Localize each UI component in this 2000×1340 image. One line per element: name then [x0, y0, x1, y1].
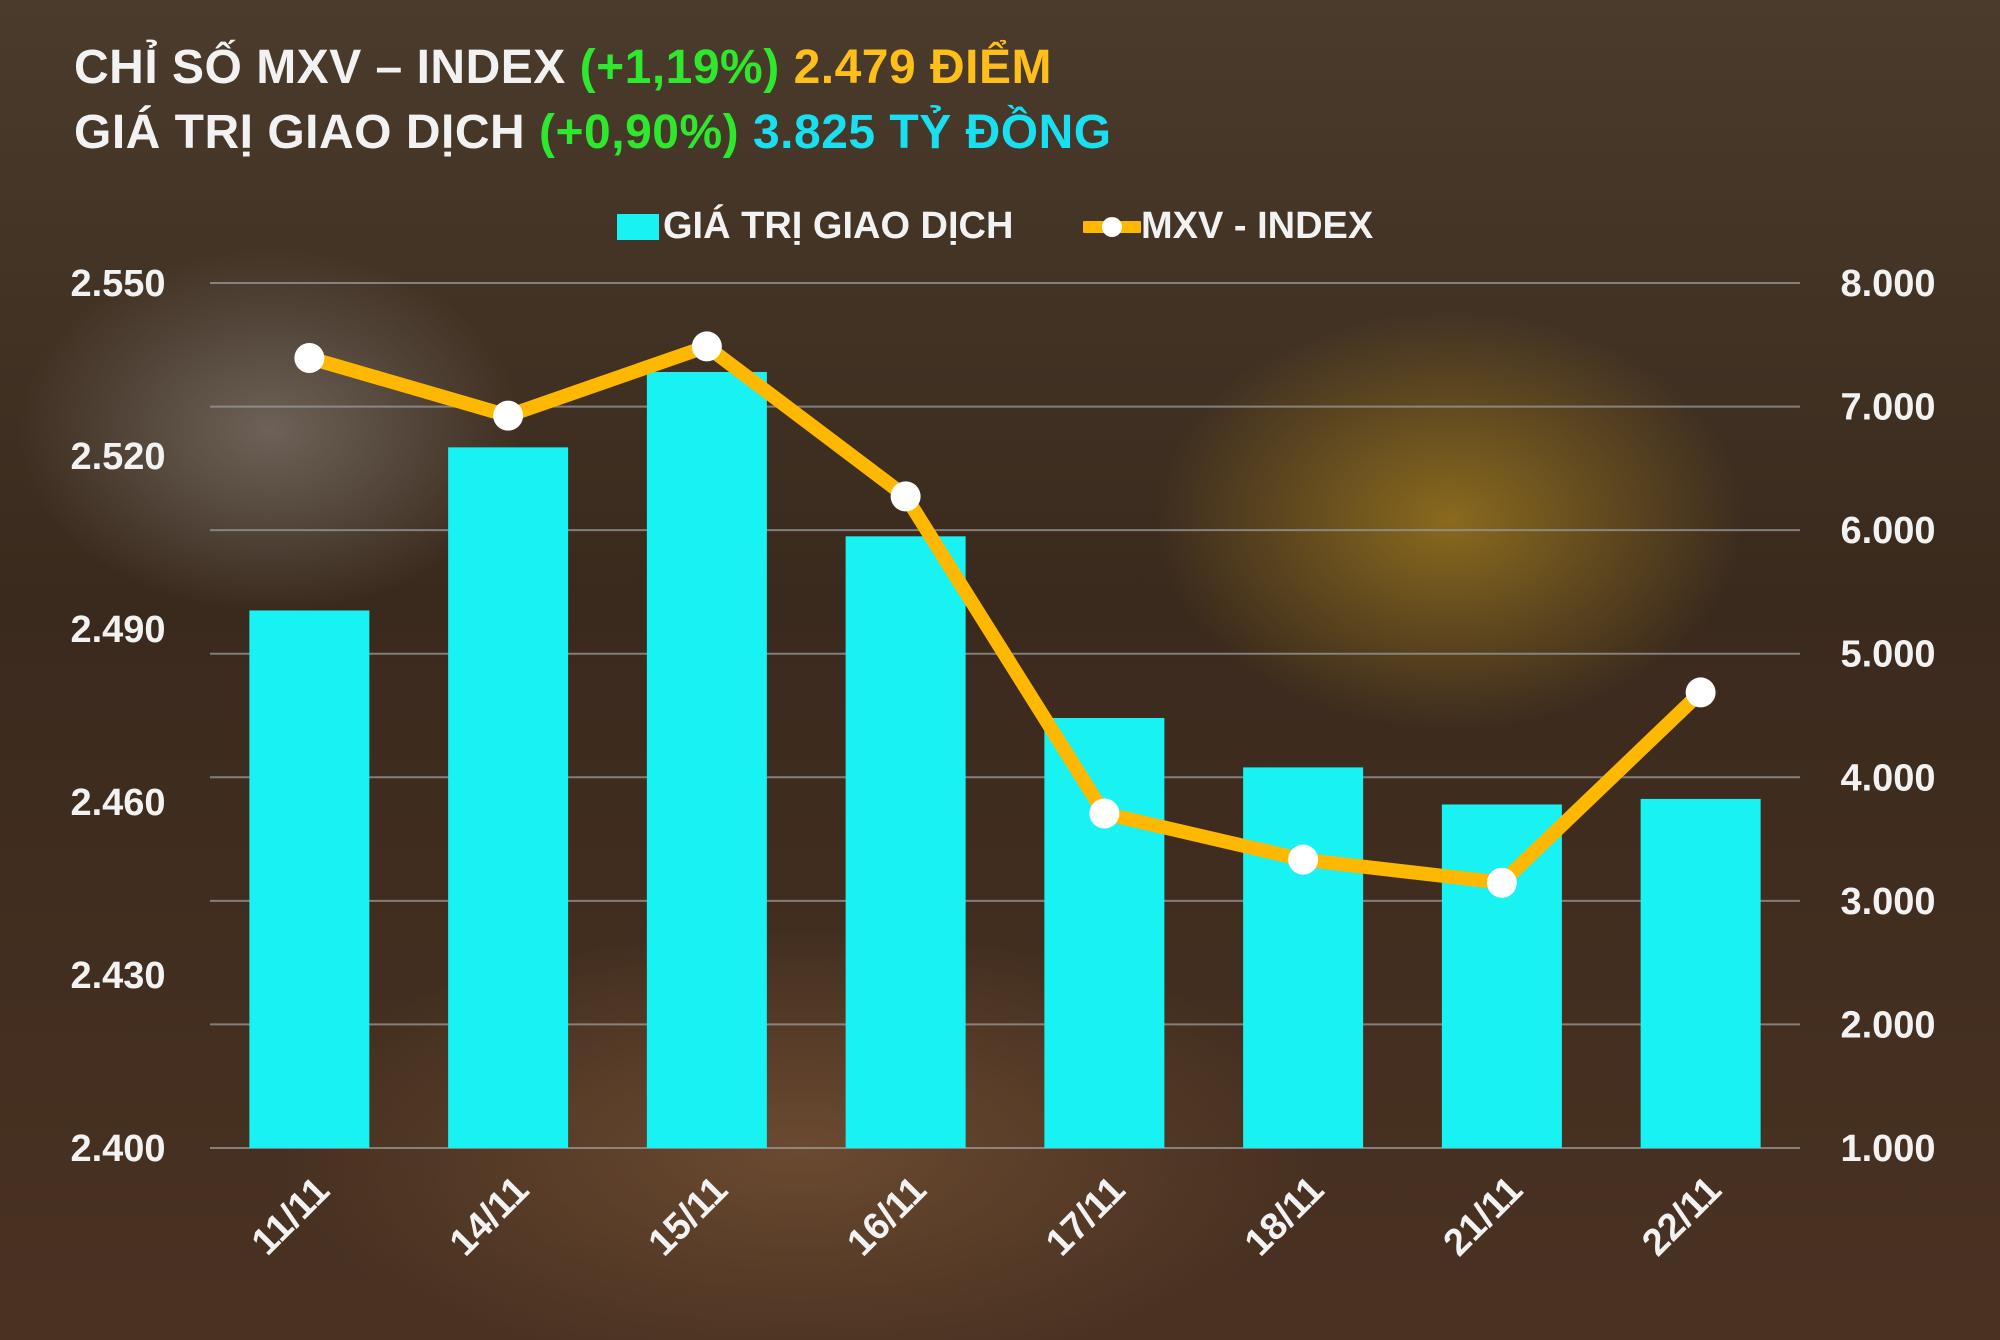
x-tick-label: 21/11 — [1436, 1169, 1531, 1264]
y-right-tick-label: 2.000 — [1840, 1004, 1935, 1046]
y-left-tick-label: 2.550 — [70, 263, 165, 305]
bar-15/11 — [646, 371, 767, 1148]
line-point-11/11 — [294, 342, 325, 373]
bar-11/11 — [249, 610, 370, 1148]
line-point-18/11 — [1288, 844, 1319, 875]
y-right-tick-label: 3.000 — [1840, 881, 1935, 923]
title-line-1: CHỈ SỐ MXV – INDEX (+1,19%) 2.479 ĐIỂM — [74, 40, 1052, 95]
title-index-label: CHỈ SỐ MXV – INDEX — [74, 41, 566, 94]
y-right-tick-label: 6.000 — [1840, 510, 1935, 552]
line-marker-icon — [1083, 216, 1141, 237]
line-point-16/11 — [890, 481, 921, 512]
legend: GIÁ TRỊ GIAO DỊCH MXV - INDEX — [0, 205, 2000, 255]
y-right-tick-label: 8.000 — [1840, 263, 1935, 305]
y-left-tick-label: 2.520 — [70, 436, 165, 478]
x-tick-label: 15/11 — [641, 1169, 736, 1264]
line-point-14/11 — [493, 400, 524, 431]
bar-18/11 — [1243, 767, 1364, 1148]
legend-item-line: MXV - INDEX — [1083, 205, 1373, 248]
y-left-tick-label: 2.460 — [70, 782, 165, 824]
line-point-21/11 — [1486, 867, 1517, 898]
y-left-tick-label: 2.400 — [70, 1128, 165, 1170]
y-left-tick-label: 2.430 — [70, 955, 165, 997]
line-point-22/11 — [1685, 677, 1716, 708]
x-tick-label: 17/11 — [1038, 1169, 1133, 1264]
bar-14/11 — [448, 447, 569, 1149]
x-tick-label: 11/11 — [244, 1170, 338, 1264]
y-right-tick-label: 4.000 — [1840, 757, 1935, 799]
title-line-2: GIÁ TRỊ GIAO DỊCH (+0,90%) 3.825 TỶ ĐỒNG — [74, 105, 1112, 160]
title-index-value: 2.479 ĐIỂM — [793, 41, 1053, 94]
cyan-square-icon — [617, 213, 659, 240]
title-volume-change: (+0,90%) — [539, 106, 740, 159]
bar-22/11 — [1640, 798, 1761, 1148]
y-right-tick-label: 7.000 — [1840, 387, 1935, 429]
y-right-tick-label: 1.000 — [1840, 1128, 1935, 1170]
title-volume-value: 3.825 TỶ ĐỒNG — [752, 106, 1112, 159]
bar-21/11 — [1441, 804, 1562, 1148]
legend-bars-label: GIÁ TRỊ GIAO DỊCH — [663, 205, 1014, 247]
legend-line-label: MXV - INDEX — [1141, 205, 1374, 247]
bar-17/11 — [1044, 717, 1165, 1148]
y-left-tick-label: 2.490 — [70, 609, 165, 651]
legend-item-bars: GIÁ TRỊ GIAO DỊCH — [617, 205, 1013, 248]
x-tick-label: 16/11 — [839, 1169, 934, 1264]
title-volume-label: GIÁ TRỊ GIAO DỊCH — [74, 106, 526, 159]
mxv-index-line — [302, 339, 1708, 890]
title-index-change: (+1,19%) — [579, 41, 780, 94]
x-tick-label: 22/11 — [1634, 1169, 1729, 1264]
line-point-15/11 — [691, 331, 722, 362]
y-right-tick-label: 5.000 — [1840, 634, 1935, 676]
x-tick-label: 14/11 — [442, 1169, 537, 1264]
bar-16/11 — [845, 536, 966, 1148]
x-tick-label: 18/11 — [1237, 1169, 1332, 1264]
line-point-17/11 — [1089, 798, 1120, 829]
